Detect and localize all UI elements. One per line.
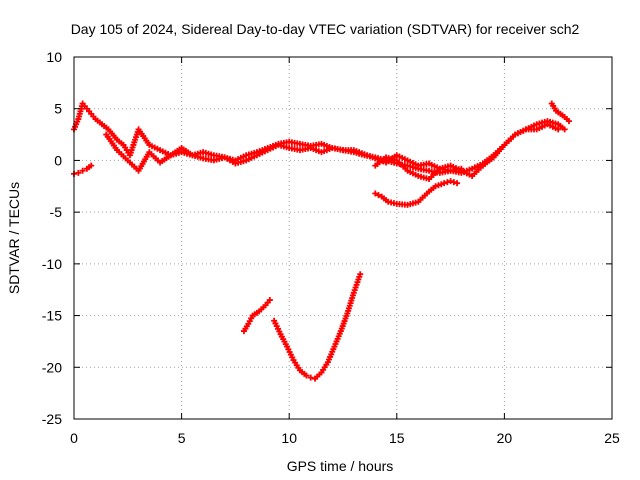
data-point — [88, 162, 95, 169]
data-point — [303, 372, 310, 379]
y-tick-label: -15 — [42, 308, 62, 324]
x-tick-label: 10 — [281, 430, 297, 446]
tick-layer: 0 5 10 15 20 25 -25 -20 -15 -10 -5 0 5 10 — [42, 49, 620, 446]
series-arc-7 — [241, 297, 273, 335]
data-point — [75, 169, 82, 176]
interp-marker — [375, 192, 382, 199]
x-tick-label: 5 — [178, 430, 186, 446]
y-tick-label: 10 — [46, 49, 62, 65]
plot-frame — [73, 56, 613, 420]
series-arc-1 — [71, 162, 95, 177]
x-tick-label: 0 — [70, 430, 78, 446]
y-axis-label: SDTVAR / TECUs — [6, 182, 22, 294]
data-point — [357, 271, 364, 278]
y-tick-label: -5 — [50, 204, 63, 220]
chart-title: Day 105 of 2024, Sidereal Day-to-day VTE… — [71, 21, 580, 37]
series-arc-6 — [372, 178, 461, 208]
series-arc-5 — [548, 100, 572, 125]
data-point — [565, 118, 572, 125]
data-point — [441, 180, 448, 187]
y-tick-label: -10 — [42, 256, 62, 272]
interp-marker — [444, 179, 451, 186]
x-tick-label: 15 — [389, 430, 405, 446]
data-point — [555, 126, 562, 133]
data-point — [454, 180, 461, 187]
series-arc-4 — [372, 121, 562, 183]
data-point — [79, 167, 86, 174]
grid-layer — [74, 57, 612, 419]
data-point — [561, 126, 568, 133]
x-axis-label: GPS time / hours — [287, 458, 394, 474]
y-tick-label: 5 — [54, 101, 62, 117]
interp-marker — [450, 179, 457, 186]
y-tick-label: -20 — [42, 359, 62, 375]
series-arc-8 — [271, 271, 364, 382]
x-tick-label: 20 — [497, 430, 513, 446]
data-point — [266, 297, 273, 304]
data-point — [447, 178, 454, 185]
y-tick-label: -25 — [42, 411, 62, 427]
data-point — [372, 190, 379, 197]
x-tick-label: 25 — [604, 430, 620, 446]
data-point — [307, 374, 314, 381]
y-tick-label: 0 — [54, 152, 62, 168]
